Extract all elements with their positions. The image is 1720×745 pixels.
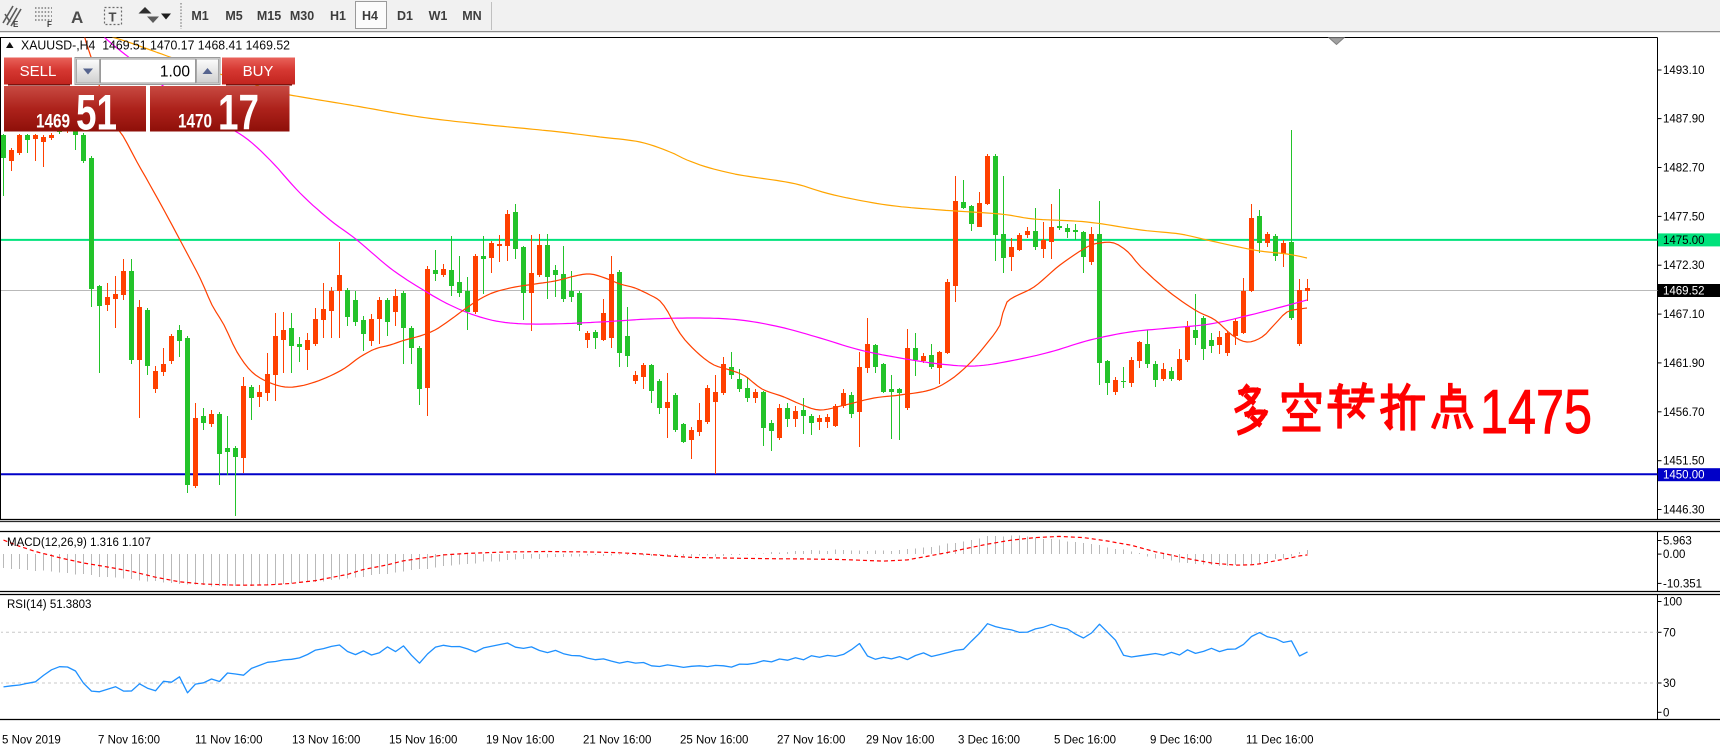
svg-text:W1: W1 <box>429 9 448 23</box>
svg-text:BUY: BUY <box>243 63 274 80</box>
svg-text:1467.10: 1467.10 <box>1663 309 1705 321</box>
svg-text:1456.70: 1456.70 <box>1663 407 1705 419</box>
svg-text:5 Nov 2019: 5 Nov 2019 <box>2 735 61 745</box>
svg-text:1469.52: 1469.52 <box>1663 286 1705 298</box>
svg-text:0.00: 0.00 <box>1663 549 1685 561</box>
svg-text:E: E <box>13 20 19 29</box>
svg-text:29 Nov 16:00: 29 Nov 16:00 <box>866 735 934 745</box>
svg-text:1472.30: 1472.30 <box>1663 260 1705 272</box>
svg-text:11 Dec 16:00: 11 Dec 16:00 <box>1246 735 1314 745</box>
svg-text:1493.10: 1493.10 <box>1663 65 1705 77</box>
svg-text:1487.90: 1487.90 <box>1663 114 1705 126</box>
svg-text:F: F <box>47 20 52 29</box>
svg-text:17: 17 <box>218 85 259 141</box>
svg-text:30: 30 <box>1663 678 1676 690</box>
svg-text:A: A <box>71 8 83 27</box>
svg-text:MACD(12,26,9) 1.316 1.107: MACD(12,26,9) 1.316 1.107 <box>7 537 151 549</box>
svg-text:1451.50: 1451.50 <box>1663 456 1705 468</box>
svg-text:M5: M5 <box>225 9 242 23</box>
svg-text:27 Nov 16:00: 27 Nov 16:00 <box>777 735 845 745</box>
svg-text:3 Dec 16:00: 3 Dec 16:00 <box>958 735 1020 745</box>
svg-text:T: T <box>109 10 117 25</box>
svg-text:1461.90: 1461.90 <box>1663 358 1705 370</box>
svg-text:H4: H4 <box>362 9 378 23</box>
svg-text:MN: MN <box>462 9 481 23</box>
svg-text:D1: D1 <box>397 9 413 23</box>
svg-text:M1: M1 <box>191 9 208 23</box>
svg-text:1.00: 1.00 <box>160 64 191 81</box>
svg-text:XAUUSD-,H4 1469.51 1470.17 14: XAUUSD-,H4 1469.51 1470.17 1468.41 1469.… <box>21 39 290 53</box>
svg-text:13 Nov 16:00: 13 Nov 16:00 <box>292 735 360 745</box>
svg-text:21 Nov 16:00: 21 Nov 16:00 <box>583 735 651 745</box>
svg-text:1475.00: 1475.00 <box>1663 235 1705 247</box>
svg-text:1475: 1475 <box>1480 378 1592 447</box>
svg-text:M30: M30 <box>290 9 314 23</box>
svg-text:11 Nov 16:00: 11 Nov 16:00 <box>195 735 263 745</box>
svg-text:15 Nov 16:00: 15 Nov 16:00 <box>389 735 457 745</box>
svg-text:19 Nov 16:00: 19 Nov 16:00 <box>486 735 554 745</box>
svg-text:SELL: SELL <box>20 63 57 80</box>
svg-text:100: 100 <box>1663 597 1682 609</box>
svg-text:25 Nov 16:00: 25 Nov 16:00 <box>680 735 748 745</box>
svg-text:1477.50: 1477.50 <box>1663 211 1705 223</box>
svg-text:1469: 1469 <box>36 112 70 133</box>
svg-text:M15: M15 <box>257 9 281 23</box>
svg-text:0: 0 <box>1663 707 1669 719</box>
svg-text:7 Nov 16:00: 7 Nov 16:00 <box>98 735 160 745</box>
svg-text:1470: 1470 <box>178 112 212 133</box>
svg-text:5 Dec 16:00: 5 Dec 16:00 <box>1054 735 1116 745</box>
svg-text:1450.00: 1450.00 <box>1663 470 1705 482</box>
svg-text:70: 70 <box>1663 627 1676 639</box>
svg-text:1482.70: 1482.70 <box>1663 163 1705 175</box>
svg-text:H1: H1 <box>330 9 346 23</box>
svg-text:1446.30: 1446.30 <box>1663 505 1705 517</box>
svg-text:9 Dec 16:00: 9 Dec 16:00 <box>1150 735 1212 745</box>
svg-text:5.963: 5.963 <box>1663 536 1692 548</box>
svg-text:51: 51 <box>76 85 117 141</box>
svg-text:RSI(14) 51.3803: RSI(14) 51.3803 <box>7 599 91 611</box>
svg-text:-10.351: -10.351 <box>1663 578 1702 590</box>
